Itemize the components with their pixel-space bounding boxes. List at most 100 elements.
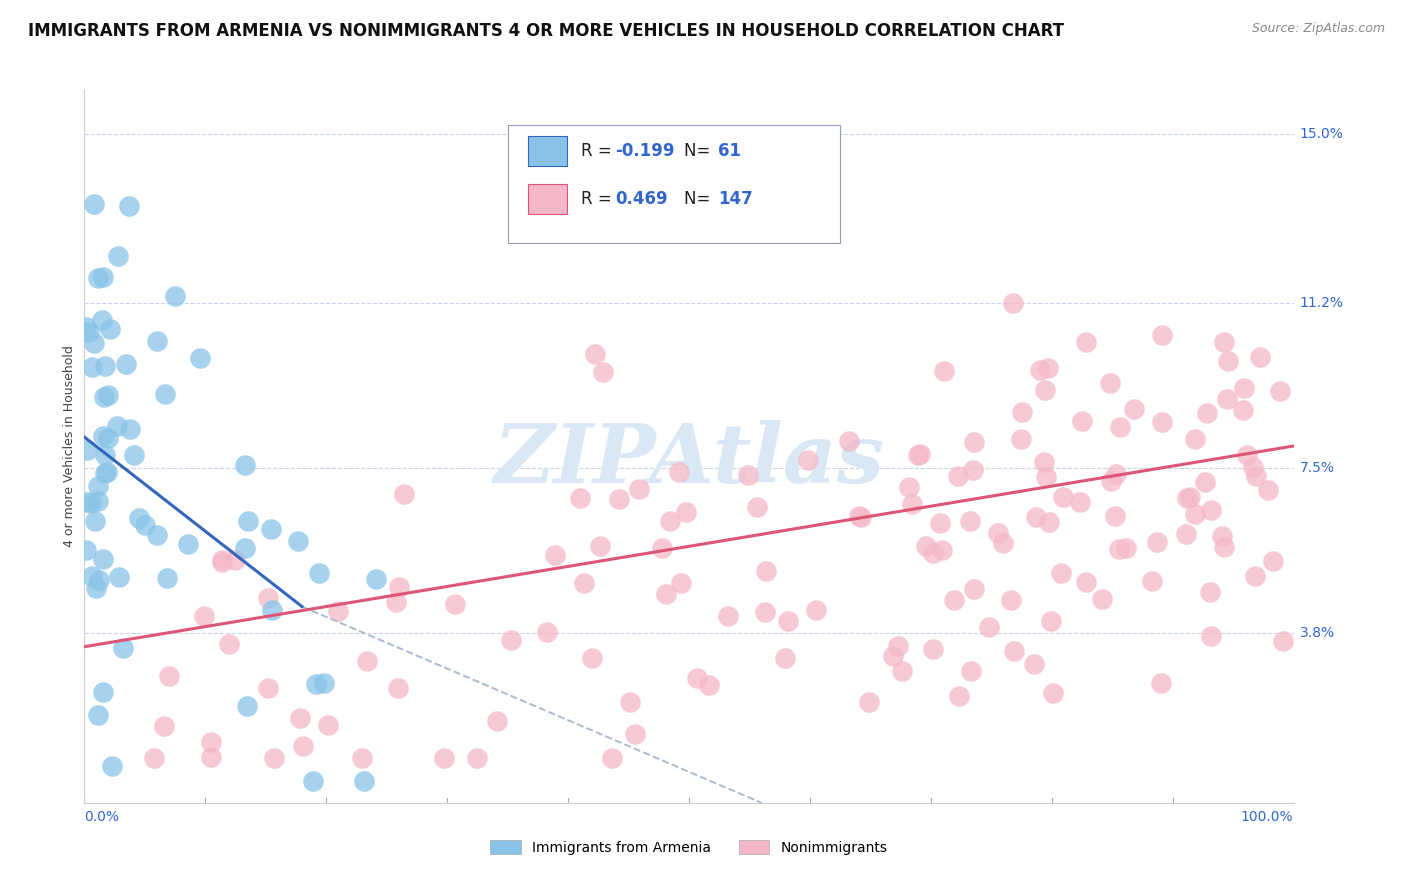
Point xyxy=(80,496,103,510)
Point xyxy=(1032,455,1054,469)
Point xyxy=(200,750,222,764)
Point xyxy=(1039,614,1062,628)
Point xyxy=(1074,575,1097,590)
Point xyxy=(1033,384,1056,398)
Point xyxy=(353,773,375,788)
Point xyxy=(316,718,339,732)
Point xyxy=(946,469,969,483)
Point xyxy=(91,270,114,285)
Point xyxy=(364,572,387,586)
Point xyxy=(1071,414,1094,428)
Point xyxy=(569,491,592,505)
Point xyxy=(87,479,110,493)
Point xyxy=(1194,475,1216,489)
Point xyxy=(658,514,681,528)
Point xyxy=(155,387,177,401)
Point xyxy=(84,581,107,595)
Point xyxy=(1002,644,1025,658)
Point xyxy=(942,593,965,607)
Point xyxy=(755,564,778,578)
Point xyxy=(384,595,406,609)
Point xyxy=(94,466,117,480)
Point xyxy=(1236,448,1258,462)
Point xyxy=(146,334,169,348)
Text: N=: N= xyxy=(685,190,716,208)
Point xyxy=(1042,686,1064,700)
Point xyxy=(1233,381,1256,395)
Point xyxy=(443,597,465,611)
Point xyxy=(717,608,740,623)
Point xyxy=(959,664,981,678)
Point xyxy=(1091,592,1114,607)
Point xyxy=(94,359,117,374)
Point xyxy=(907,448,929,462)
Point xyxy=(97,431,120,445)
Point xyxy=(83,335,105,350)
Point xyxy=(891,664,914,678)
Text: 7.5%: 7.5% xyxy=(1299,461,1334,475)
Point xyxy=(669,576,692,591)
Point xyxy=(75,543,97,558)
Point xyxy=(737,467,759,482)
Point xyxy=(1211,529,1233,543)
Point xyxy=(224,553,246,567)
Point xyxy=(86,708,108,723)
Point xyxy=(302,773,325,788)
Point xyxy=(1011,405,1033,419)
Point xyxy=(91,685,114,699)
Point xyxy=(122,448,145,462)
Text: -0.199: -0.199 xyxy=(616,142,675,160)
Point xyxy=(76,442,98,457)
Point xyxy=(1216,353,1239,368)
Point xyxy=(98,321,121,335)
Point xyxy=(115,357,138,371)
Point xyxy=(433,751,456,765)
Point xyxy=(1052,490,1074,504)
Point xyxy=(263,751,285,765)
Text: R =: R = xyxy=(581,142,617,160)
Point xyxy=(308,566,330,580)
Point xyxy=(963,582,986,597)
Point xyxy=(236,699,259,714)
Point xyxy=(1249,350,1271,364)
Point xyxy=(465,751,488,765)
Point xyxy=(153,719,176,733)
Point xyxy=(922,545,945,559)
Point xyxy=(921,641,943,656)
Point xyxy=(1010,432,1032,446)
Point xyxy=(628,482,651,496)
Point xyxy=(146,528,169,542)
Text: ZIPAtlas: ZIPAtlas xyxy=(494,420,884,500)
Point xyxy=(838,434,860,448)
Point xyxy=(287,534,309,549)
Point xyxy=(948,689,970,703)
Point xyxy=(1199,629,1222,643)
Point xyxy=(163,289,186,303)
Point xyxy=(897,480,920,494)
Point xyxy=(1261,554,1284,568)
Text: 100.0%: 100.0% xyxy=(1241,810,1294,824)
Point xyxy=(1257,483,1279,497)
Point xyxy=(392,487,415,501)
Point xyxy=(107,570,129,584)
Point xyxy=(1115,541,1137,555)
Text: 3.8%: 3.8% xyxy=(1299,626,1334,640)
Point xyxy=(96,465,118,479)
Point xyxy=(745,500,768,514)
Point xyxy=(156,571,179,585)
Point xyxy=(668,465,690,479)
Point xyxy=(901,497,924,511)
Point xyxy=(326,604,349,618)
Point xyxy=(619,695,641,709)
Text: IMMIGRANTS FROM ARMENIA VS NONIMMIGRANTS 4 OR MORE VEHICLES IN HOUSEHOLD CORRELA: IMMIGRANTS FROM ARMENIA VS NONIMMIGRANTS… xyxy=(28,22,1064,40)
Point xyxy=(1108,542,1130,557)
Point xyxy=(142,751,165,765)
Point xyxy=(1244,469,1267,483)
Point xyxy=(882,648,904,663)
Point xyxy=(1049,566,1071,580)
Text: N=: N= xyxy=(685,142,716,160)
Point xyxy=(93,390,115,404)
Point xyxy=(963,434,986,449)
Text: 147: 147 xyxy=(718,190,752,208)
Bar xyxy=(529,136,567,166)
